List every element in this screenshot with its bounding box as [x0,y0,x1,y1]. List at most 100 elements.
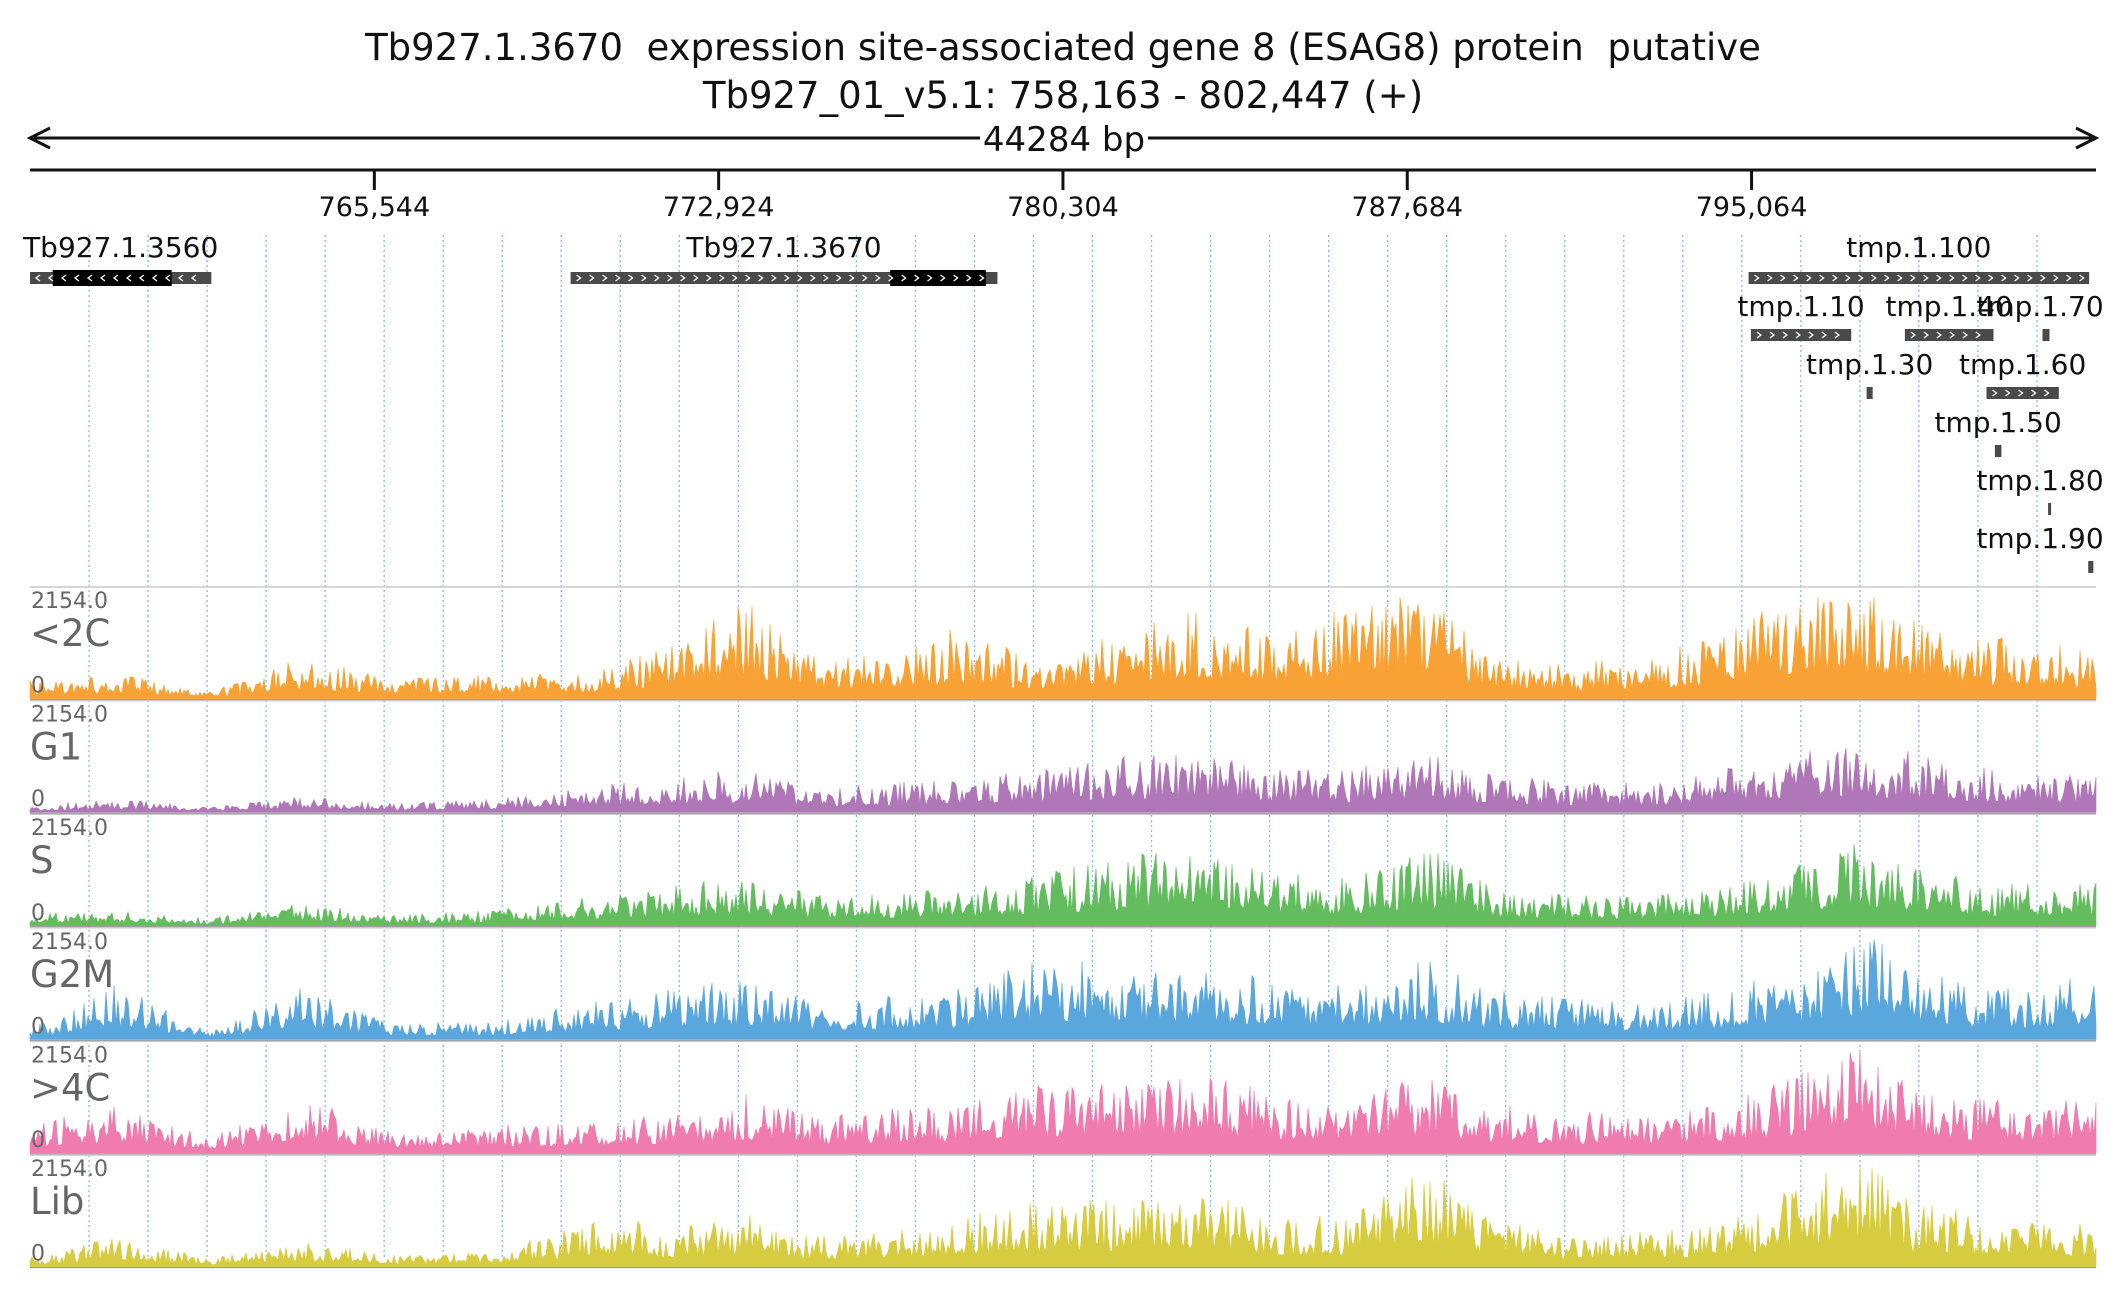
track-min-label: 0 [31,1242,45,1267]
chevron-right-icon [2066,274,2072,282]
track-name: <2C [30,612,110,655]
track-max-label: 2154.0 [31,1043,108,1068]
gene-tmp-1-10[interactable]: tmp.1.10 [1737,290,1865,341]
gene-body [1750,329,1852,341]
track-min-label: 0 [31,901,45,926]
chevron-right-icon [576,274,582,282]
chevron-right-icon [901,274,907,282]
gene-tmp-1-40[interactable]: tmp.1.40 [1886,290,2013,341]
gene-tmp-1-90[interactable]: tmp.1.90 [1976,522,2104,573]
chevron-right-icon [953,274,959,282]
ruler-tick-label: 765,544 [319,192,431,223]
gene-label: tmp.1.80 [1976,464,2103,497]
gene-tmp-1-70[interactable]: tmp.1.70 [1976,290,2104,341]
gene-tmp-1-100[interactable]: tmp.1.100 [1748,231,2090,284]
chevron-right-icon [875,274,881,282]
chevron-right-icon [1767,274,1773,282]
chevron-right-icon [927,274,933,282]
chevron-right-icon [1962,331,1968,339]
track-name: >4C [30,1066,110,1109]
track-1[interactable]: 2154.0<2C 0 [29,586,2097,701]
chevron-right-icon [732,274,738,282]
gene-label: Tb927.1.3670 [685,231,881,264]
chevron-right-icon [1780,274,1786,282]
ruler-tick-label: 772,924 [663,192,775,223]
chevron-right-icon [784,274,790,282]
gene-tmp-1-80[interactable]: tmp.1.80 [1976,464,2104,515]
chevron-right-icon [797,274,803,282]
gene-label: tmp.1.90 [1976,522,2103,555]
track-max-label: 2154.0 [31,703,108,728]
chevron-left-icon [86,274,93,282]
chevron-right-icon [888,274,894,282]
chevron-right-icon [1834,331,1840,339]
gene-body [2042,329,2050,341]
gene-body [2088,561,2094,573]
track-2[interactable]: 2154.0G1 0 [29,699,2097,814]
gene-Tb927-1-3560[interactable]: Tb927.1.3560 [22,231,218,286]
chevron-right-icon [602,274,608,282]
chevron-right-icon [1806,274,1812,282]
chevron-right-icon [1769,331,1775,339]
chevron-right-icon [966,274,972,282]
chevron-right-icon [1923,331,1929,339]
span-length-label: 44284 bp [983,120,1145,160]
ruler-tick-label: 780,304 [1007,192,1119,223]
gene-label: tmp.1.30 [1806,348,1933,381]
chevron-right-icon [1988,274,1994,282]
span-arrow-right-icon [2075,126,2100,150]
chevron-right-icon [745,274,751,282]
chevron-right-icon [2031,389,2037,397]
gene-Tb927-1-3670[interactable]: Tb927.1.3670 [570,231,998,286]
track-5[interactable]: 2154.0>4C 0 [29,1040,2097,1155]
track-name: G2M [30,953,114,996]
gene-tmp-1-60[interactable]: tmp.1.60 [1959,348,2086,399]
chevron-right-icon [1793,274,1799,282]
chevron-left-icon [47,274,54,282]
chevron-left-icon [125,274,132,282]
locus-coordinates: Tb927_01_v5.1: 758,163 - 802,447 (+) [702,74,1424,117]
chevron-right-icon [680,274,686,282]
gene-label: tmp.1.10 [1737,290,1864,323]
chevron-right-icon [940,274,946,282]
gene-cds [890,270,986,286]
chevron-right-icon [1821,331,1827,339]
chevron-left-icon [151,274,158,282]
chevron-right-icon [1871,274,1877,282]
track-min-label: 0 [31,787,45,812]
track-signal-area [29,844,2097,927]
gene-tmp-1-50[interactable]: tmp.1.50 [1935,406,2062,457]
track-signal-area [29,747,2097,813]
chevron-right-icon [1845,274,1851,282]
gene-tmp-1-30[interactable]: tmp.1.30 [1806,348,1933,399]
track-min-label: 0 [31,1014,45,1039]
chevron-right-icon [1754,274,1760,282]
chevron-right-icon [1962,274,1968,282]
chevron-right-icon [2027,274,2033,282]
track-max-label: 2154.0 [31,930,108,955]
chevron-right-icon [1910,331,1916,339]
chevron-right-icon [2005,389,2011,397]
chevron-left-icon [177,274,184,282]
chevron-right-icon [1949,331,1955,339]
chevron-left-icon [138,274,145,282]
gene-body [1748,272,2090,284]
chevron-left-icon [164,274,171,282]
chevron-left-icon [190,274,197,282]
chevron-right-icon [1808,331,1814,339]
chevron-right-icon [2001,274,2007,282]
track-3[interactable]: 2154.0S 0 [29,813,2097,928]
track-min-label: 0 [31,1128,45,1153]
track-name: G1 [30,726,82,769]
track-signal-area [29,939,2097,1040]
chevron-right-icon [2053,274,2059,282]
gene-label: tmp.1.50 [1935,406,2062,439]
chevron-right-icon [771,274,777,282]
gene-cds [52,270,172,286]
chevron-right-icon [2014,274,2020,282]
chevron-right-icon [1756,331,1762,339]
span-arrow-left-icon [26,126,51,150]
